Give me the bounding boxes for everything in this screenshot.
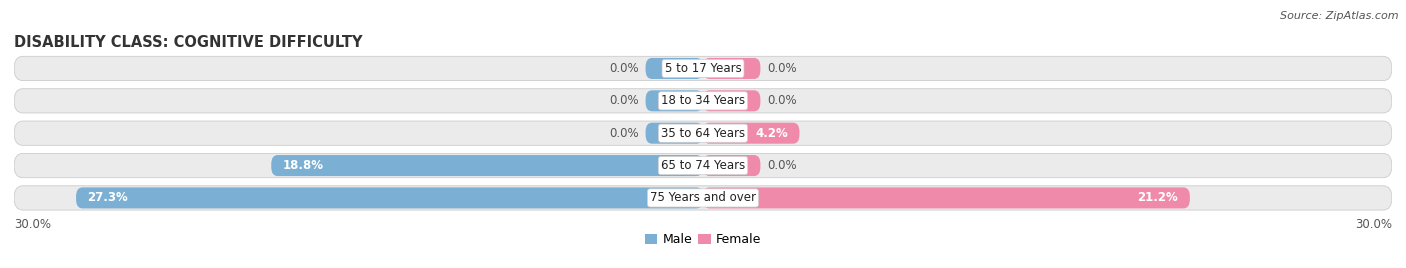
- FancyBboxPatch shape: [14, 89, 1392, 113]
- FancyBboxPatch shape: [645, 58, 703, 79]
- FancyBboxPatch shape: [14, 186, 1392, 210]
- FancyBboxPatch shape: [76, 187, 703, 209]
- FancyBboxPatch shape: [703, 155, 761, 176]
- Text: 0.0%: 0.0%: [609, 94, 638, 107]
- FancyBboxPatch shape: [14, 121, 1392, 145]
- FancyBboxPatch shape: [14, 56, 1392, 81]
- Text: Source: ZipAtlas.com: Source: ZipAtlas.com: [1281, 11, 1399, 21]
- Text: 30.0%: 30.0%: [1355, 218, 1392, 231]
- Text: 30.0%: 30.0%: [14, 218, 51, 231]
- FancyBboxPatch shape: [703, 58, 761, 79]
- FancyBboxPatch shape: [703, 90, 761, 111]
- FancyBboxPatch shape: [703, 123, 800, 144]
- Legend: Male, Female: Male, Female: [640, 228, 766, 251]
- Text: 18 to 34 Years: 18 to 34 Years: [661, 94, 745, 107]
- Text: 35 to 64 Years: 35 to 64 Years: [661, 127, 745, 140]
- FancyBboxPatch shape: [271, 155, 703, 176]
- Text: 5 to 17 Years: 5 to 17 Years: [665, 62, 741, 75]
- FancyBboxPatch shape: [645, 90, 703, 111]
- Text: 4.2%: 4.2%: [755, 127, 787, 140]
- Text: 65 to 74 Years: 65 to 74 Years: [661, 159, 745, 172]
- Text: 21.2%: 21.2%: [1137, 191, 1178, 204]
- FancyBboxPatch shape: [703, 187, 1189, 209]
- Text: 27.3%: 27.3%: [87, 191, 128, 204]
- Text: 0.0%: 0.0%: [768, 94, 797, 107]
- Text: 75 Years and over: 75 Years and over: [650, 191, 756, 204]
- FancyBboxPatch shape: [645, 123, 703, 144]
- FancyBboxPatch shape: [14, 153, 1392, 178]
- Text: 0.0%: 0.0%: [768, 62, 797, 75]
- Text: 0.0%: 0.0%: [609, 127, 638, 140]
- Text: 0.0%: 0.0%: [609, 62, 638, 75]
- Text: 0.0%: 0.0%: [768, 159, 797, 172]
- Text: 18.8%: 18.8%: [283, 159, 323, 172]
- Text: DISABILITY CLASS: COGNITIVE DIFFICULTY: DISABILITY CLASS: COGNITIVE DIFFICULTY: [14, 35, 363, 50]
